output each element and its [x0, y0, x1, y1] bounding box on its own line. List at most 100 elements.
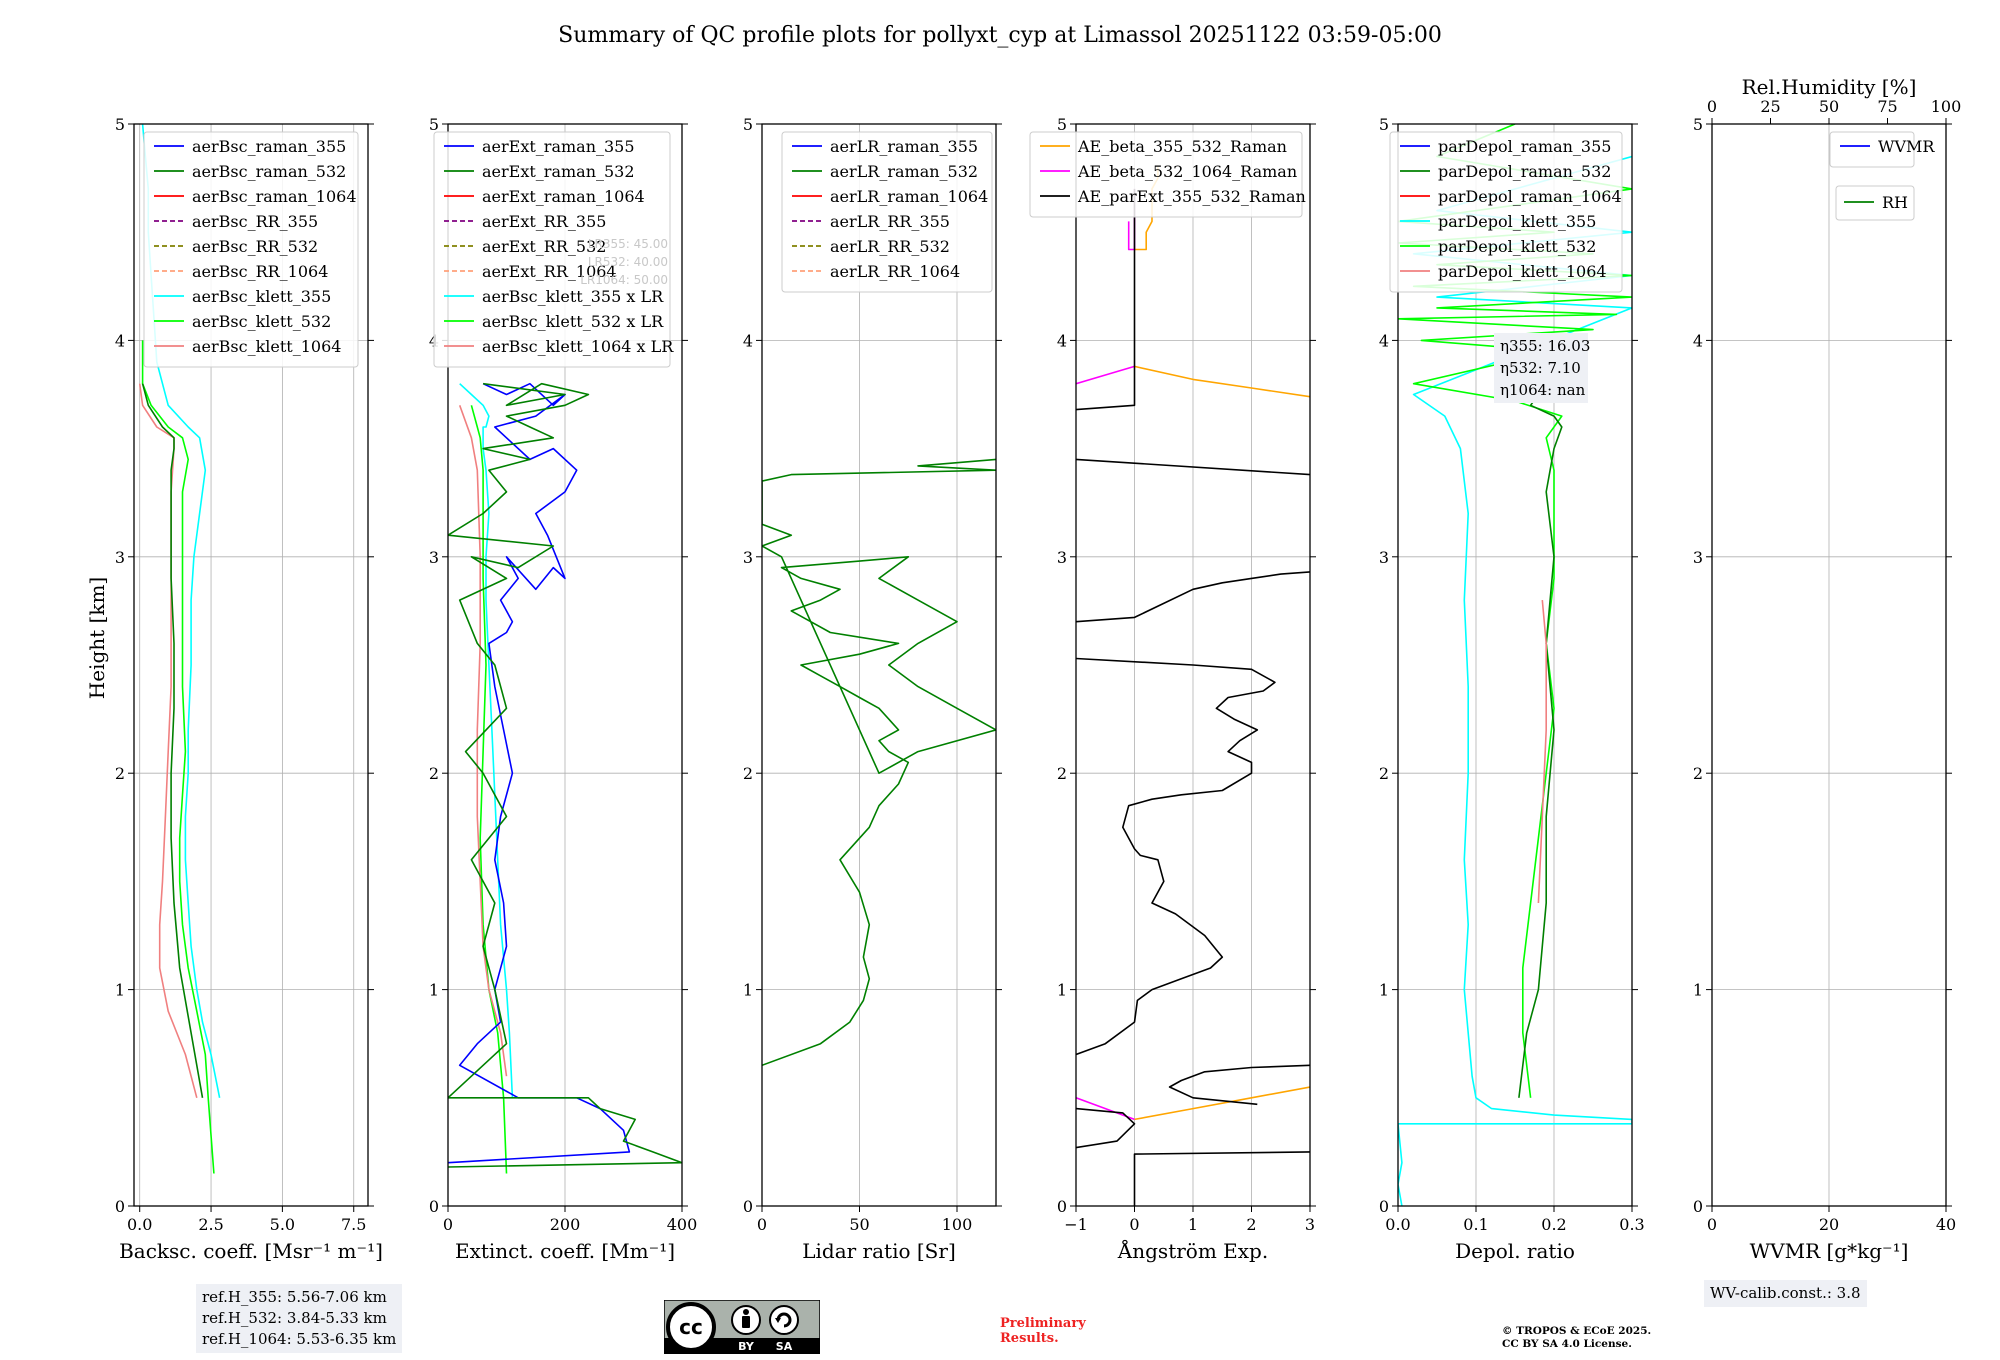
y-tick-label: 0 [1057, 1197, 1067, 1216]
preliminary-results-note: Preliminary Results. [1000, 1316, 1086, 1346]
legend-entry: aerLR_RR_532 [830, 237, 950, 256]
legend-lidar_ratio: aerLR_raman_355 aerLR_raman_532 aerLR_rama… [781, 131, 993, 293]
eta355-text: η355: 16.03 [1500, 337, 1590, 355]
legend-entry: parDepol_raman_355 [1438, 137, 1611, 156]
legend-entry: aerBsc_RR_355 [192, 212, 318, 231]
figure-title: Summary of QC profile plots for pollyxt_… [558, 23, 1442, 48]
reference-heights-box: ref.H_355: 5.56-7.06 km ref.H_532: 3.84-… [196, 1284, 403, 1353]
legend-entry: aerBsc_klett_1064 x LR [482, 337, 674, 356]
series-line-AE_parExt_355_532_Raman [1133, 1151, 1310, 1206]
series-line-parDepol_raman_532 [1518, 394, 1563, 1098]
y-tick-label: 3 [743, 548, 753, 567]
panel-extinction: 0200400012345Extinct. coeff. [Mm⁻¹]aerEx… [429, 115, 697, 1263]
x-tick-label: 50 [849, 1215, 869, 1234]
legend-box-rh [1835, 185, 1915, 221]
series-line-aerLR_raman_532 [762, 458, 996, 1067]
ref-height-532: ref.H_532: 3.84-5.33 km [202, 1309, 387, 1327]
legend-entry: aerBsc_RR_532 [192, 237, 318, 256]
legend-entry: aerExt_RR_532 [482, 237, 606, 256]
x-tick-label: 2.5 [198, 1215, 223, 1234]
x-tick-label: 40 [1936, 1215, 1956, 1234]
legend-entry: aerBsc_raman_532 [192, 162, 346, 181]
legend-entry: aerLR_RR_1064 [830, 262, 960, 281]
x-tick-label: 0.1 [1463, 1215, 1488, 1234]
legend-entry: aerExt_RR_355 [482, 212, 606, 231]
x-tick-label: 400 [667, 1215, 698, 1234]
x-tick-label: 20 [1819, 1215, 1839, 1234]
legend-entry: parDepol_raman_532 [1438, 162, 1611, 181]
series-group [1076, 167, 1310, 1206]
legend-entry: aerBsc_klett_355 x LR [482, 287, 664, 306]
lr532-note: LR532: 40.00 [588, 255, 668, 269]
legend-entry: aerBsc_raman_355 [192, 137, 346, 156]
series-line-AE_parExt_355_532_Raman [1076, 657, 1276, 1056]
x-axis-label: Ångström Exp. [1117, 1238, 1268, 1263]
legend-entry-rh: RH [1882, 193, 1908, 212]
y-tick-label: 0 [1379, 1197, 1389, 1216]
y-tick-label: 1 [1693, 981, 1703, 1000]
y-tick-label: 4 [1693, 331, 1703, 350]
y-tick-label: 5 [1379, 115, 1389, 134]
y-tick-label: 1 [743, 981, 753, 1000]
legend-entry: parDepol_klett_355 [1438, 212, 1596, 231]
series-line-aerBsc_klett_1064 x LR [458, 405, 508, 1077]
top-x-tick-label: 25 [1760, 97, 1780, 116]
legend-box [1029, 131, 1303, 218]
y-tick-label: 5 [1057, 115, 1067, 134]
y-tick-label: 4 [1057, 331, 1067, 350]
legend-depolarization: parDepol_raman_355 parDepol_raman_532 parD… [1389, 131, 1623, 293]
legend-entry: parDepol_klett_1064 [1438, 262, 1607, 281]
legend-entry: aerLR_raman_1064 [830, 187, 988, 206]
series-line-aerBsc_klett_355 x LR [459, 383, 514, 1098]
y-tick-label: 5 [115, 115, 125, 134]
series-line-parDepol_klett_1064 [1537, 600, 1547, 904]
x-tick-label: 0.3 [1619, 1215, 1644, 1234]
top-x-tick-label: 50 [1819, 97, 1839, 116]
legend-entry: aerExt_RR_1064 [482, 262, 617, 281]
lr1064-note: LR1064: 50.00 [580, 273, 668, 287]
cc-by-sa-license-icon: cc BY SA [664, 1300, 820, 1354]
legend-entry: aerBsc_klett_355 [192, 287, 331, 306]
y-tick-label: 2 [743, 764, 753, 783]
legend-entry: aerExt_raman_355 [482, 137, 635, 156]
y-tick-label: 0 [115, 1197, 125, 1216]
legend-box [143, 131, 359, 368]
x-axis-label: Extinct. coeff. [Mm⁻¹] [455, 1239, 675, 1263]
x-tick-label: 0 [1129, 1215, 1139, 1234]
y-tick-label: 4 [115, 331, 125, 350]
series-line-aerBsc_klett_1064 [138, 383, 198, 1099]
y-tick-label: 1 [429, 981, 439, 1000]
y-tick-label: 5 [429, 115, 439, 134]
panel-backscatter: 0.0 2.5 5.0 7.5 0 1 2 3 4 5 Backsc. coeff. [Msr⁻¹ … [115, 115, 383, 1263]
legend-entry: aerLR_RR_355 [830, 212, 950, 231]
y-tick-label: 1 [115, 981, 125, 1000]
x-tick-label: 2 [1246, 1215, 1256, 1234]
legend-entry: AE_beta_532_1064_Raman [1077, 162, 1297, 181]
copyright-line-2: CC BY SA 4.0 License. [1502, 1338, 1632, 1350]
y-tick-label: 0 [1693, 1197, 1703, 1216]
preliminary-line-2: Results. [1000, 1331, 1059, 1346]
y-tick-label: 5 [743, 115, 753, 134]
lidar-ratio-notes: LR355: 45.00 LR532: 40.00 LR1064: 50.00 [580, 237, 668, 287]
x-tick-label: 7.5 [341, 1215, 366, 1234]
axes-frame [133, 123, 369, 1207]
panel-lidar_ratio: 0 50 100 0 1 2 3 4 5 Lidar ratio [Sr] aerLR_raman_… [743, 115, 1002, 1263]
legend-entry: parDepol_klett_532 [1438, 237, 1596, 256]
panel-depolarization: 0.0 0.1 0.2 0.3 0 1 2 3 4 5 Depol. ratio parDepol_r… [1379, 115, 1645, 1263]
legend-entry: aerExt_raman_1064 [482, 187, 645, 206]
top-x-axis-label: Rel.Humidity [%] [1742, 75, 1917, 99]
x-axis-label: Lidar ratio [Sr] [802, 1239, 956, 1263]
series-line-AE_parExt_355_532_Raman [1076, 188, 1136, 411]
copyright-note: © TROPOS & ECoE 2025. CC BY SA 4.0 Licen… [1502, 1325, 1651, 1351]
y-tick-label: 4 [1379, 331, 1389, 350]
ref-height-1064: ref.H_1064: 5.53-6.35 km [202, 1330, 397, 1348]
x-axis-label: WVMR [g*kg⁻¹] [1750, 1239, 1909, 1263]
top-x-tick-label: 75 [1877, 97, 1897, 116]
x-tick-label: 200 [550, 1215, 581, 1234]
wv-calib-text: WV-calib.const.: 3.8 [1710, 1284, 1861, 1302]
legend-angstrom: AE_beta_355_532_Raman AE_beta_532_1064_Ra… [1029, 131, 1306, 218]
cc-sa-label: SA [776, 1340, 793, 1353]
series-line-AE_parExt_355_532_Raman [1076, 458, 1310, 476]
legend-entry: aerLR_raman_355 [830, 137, 978, 156]
y-tick-label: 4 [743, 331, 753, 350]
